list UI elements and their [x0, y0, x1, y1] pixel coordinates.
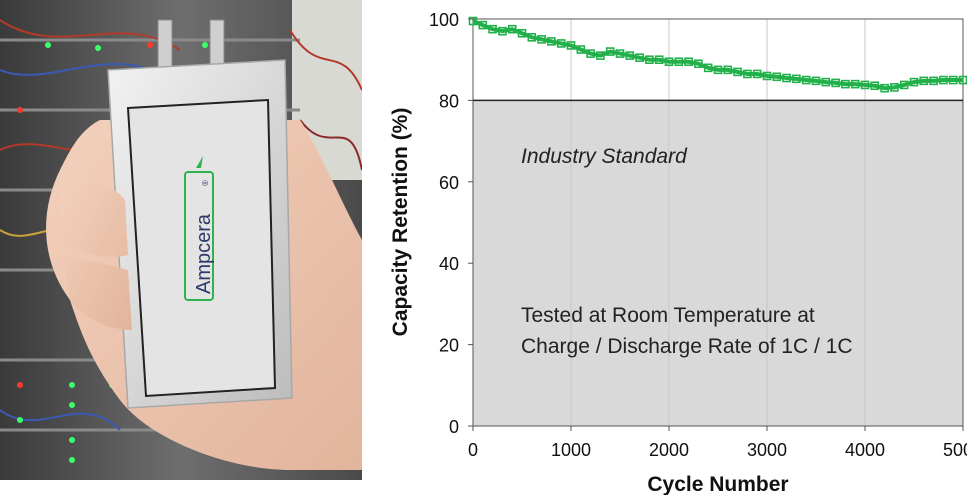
data-point-39	[850, 79, 860, 89]
x-tick-label-4000: 4000	[845, 440, 885, 460]
y-tick-label-0: 0	[449, 417, 459, 437]
data-point-23	[694, 59, 703, 69]
industry-standard-region	[473, 100, 963, 427]
x-axis-ticks: 0 1000 2000 3000 4000 5000	[468, 426, 967, 460]
data-point-11	[576, 45, 586, 54]
data-point-9	[556, 39, 566, 48]
region-label: Industry Standard	[521, 145, 688, 168]
data-point-8	[547, 37, 556, 46]
data-point-3	[498, 26, 507, 36]
data-point-49	[948, 75, 958, 85]
battery-tab-right	[209, 19, 225, 71]
data-point-30	[762, 71, 772, 81]
data-point-18	[645, 55, 654, 65]
fingers	[60, 183, 132, 330]
data-point-10	[566, 41, 576, 50]
x-tick-label-0: 0	[468, 440, 478, 460]
data-point-6	[527, 33, 537, 42]
battery-tab-left	[157, 19, 173, 71]
data-point-5	[517, 28, 527, 38]
y-tick-label-80: 80	[439, 91, 459, 111]
data-point-13	[596, 51, 605, 60]
data-point-42	[880, 83, 889, 93]
data-point-45	[909, 77, 919, 87]
data-point-21	[674, 57, 684, 67]
data-point-44	[899, 80, 909, 90]
logo-trademark: ®	[201, 180, 210, 186]
y-tick-label-20: 20	[439, 336, 459, 356]
data-point-32	[782, 73, 791, 83]
status-leds	[17, 42, 208, 463]
data-point-22	[684, 57, 693, 67]
y-tick-label-40: 40	[439, 254, 459, 274]
red-leds	[17, 42, 153, 388]
data-point-14	[605, 47, 615, 56]
x-tick-label-2000: 2000	[649, 440, 689, 460]
data-point-31	[772, 72, 782, 82]
plot-frame	[472, 18, 964, 427]
x-tick-label-1000: 1000	[551, 440, 591, 460]
x-axis-label: Cycle Number	[647, 473, 788, 495]
data-point-26	[723, 65, 733, 75]
data-point-16	[625, 51, 635, 60]
data-point-24	[703, 63, 713, 73]
capacity-chart: 0 1000 2000 3000 4000 5000 0 20 40 60 80 100 Indus…	[362, 0, 967, 496]
logo-brand-text: Ampcera	[193, 213, 215, 294]
data-point-1	[478, 20, 488, 30]
data-point-2	[488, 24, 497, 34]
data-point-46	[919, 76, 929, 86]
data-point-47	[929, 76, 938, 86]
grid-lines	[570, 19, 866, 426]
annotation-line-1: Tested at Room Temperature at	[521, 304, 815, 327]
annotation-line-2: Charge / Discharge Rate of 1C / 1C	[521, 335, 853, 358]
data-point-43	[890, 83, 899, 92]
battery-photo: Ampcera ®	[0, 0, 363, 480]
data-point-35	[811, 76, 821, 86]
y-axis-ticks: 0 20 40 60 80 100	[429, 10, 473, 437]
data-point-33	[792, 74, 801, 84]
data-point-36	[821, 77, 831, 87]
pouch-cell-body	[126, 98, 277, 398]
y-tick-label-100: 100	[429, 10, 459, 30]
data-point-27	[733, 67, 742, 77]
data-point-41	[870, 81, 880, 91]
data-point-29	[752, 69, 762, 79]
data-point-0	[468, 16, 478, 26]
data-point-40	[860, 80, 870, 90]
data-point-37	[831, 78, 840, 88]
data-point-7	[537, 35, 546, 44]
data-point-19	[654, 55, 664, 65]
data-point-20	[664, 57, 674, 67]
data-point-25	[713, 65, 723, 75]
ampcera-logo: Ampcera ®	[184, 156, 215, 301]
data-point-34	[801, 75, 811, 85]
y-axis-label: Capacity Retention (%)	[389, 108, 412, 337]
data-point-48	[939, 75, 948, 85]
data-point-15	[615, 49, 625, 58]
x-tick-label-5000: 5000	[943, 440, 967, 460]
y-tick-label-60: 60	[439, 173, 459, 193]
data-point-38	[841, 79, 850, 89]
data-point-12	[586, 49, 595, 58]
data-point-28	[743, 69, 752, 79]
x-tick-label-3000: 3000	[747, 440, 787, 460]
data-point-4	[507, 24, 517, 34]
data-point-17	[635, 53, 644, 62]
data-series	[468, 16, 967, 93]
